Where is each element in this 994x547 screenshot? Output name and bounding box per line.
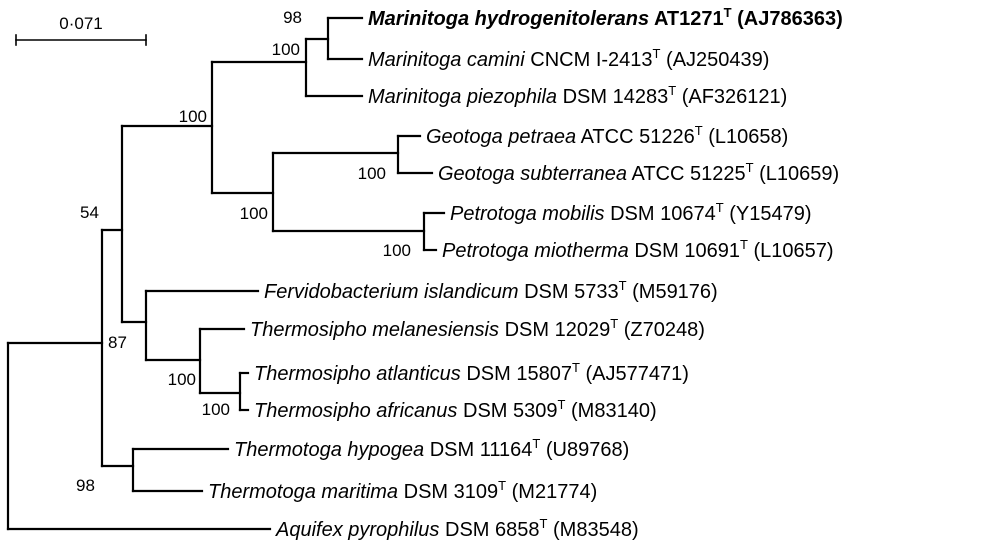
taxon-label-petrotoga-mobilis: Petrotoga mobilis DSM 10674T (Y15479): [450, 200, 812, 225]
bootstrap-label: 100: [272, 40, 300, 59]
taxon-label-thermotoga-maritima: Thermotoga maritima DSM 3109T (M21774): [208, 478, 597, 503]
taxon-label-thermosipho-melanesiensis: Thermosipho melanesiensis DSM 12029T (Z7…: [250, 316, 705, 341]
taxon-labels: Marinitoga hydrogenitolerans AT1271T (AJ…: [208, 5, 843, 541]
bootstrap-label: 87: [108, 333, 127, 352]
scale-bar-label: 0·071: [59, 14, 102, 33]
taxon-label-geotoga-petraea: Geotoga petraea ATCC 51226T (L10658): [426, 123, 788, 148]
taxon-label-thermosipho-africanus: Thermosipho africanus DSM 5309T (M83140): [254, 397, 657, 422]
taxon-label-thermotoga-hypogea: Thermotoga hypogea DSM 11164T (U89768): [234, 436, 629, 461]
taxon-label-thermosipho-atlanticus: Thermosipho atlanticus DSM 15807T (AJ577…: [254, 360, 689, 385]
bootstrap-label: 100: [179, 107, 207, 126]
taxon-label-marinitoga-hydrogenitolerans: Marinitoga hydrogenitolerans AT1271T (AJ…: [368, 5, 843, 30]
tree-branches: [6, 16, 446, 531]
bootstrap-label: 100: [168, 370, 196, 389]
bootstrap-label: 98: [76, 476, 95, 495]
taxon-label-geotoga-subterranea: Geotoga subterranea ATCC 51225T (L10659): [438, 160, 839, 185]
bootstrap-label: 100: [240, 204, 268, 223]
bootstrap-label: 100: [202, 400, 230, 419]
taxon-label-marinitoga-piezophila: Marinitoga piezophila DSM 14283T (AF3261…: [368, 83, 787, 108]
bootstrap-values: 98 100 100 100 100 100 54 87 100 100 98: [76, 8, 411, 495]
taxon-label-fervidobacterium-islandicum: Fervidobacterium islandicum DSM 5733T (M…: [264, 278, 718, 303]
bootstrap-label: 100: [383, 241, 411, 260]
taxon-label-marinitoga-camini: Marinitoga camini CNCM I-2413T (AJ250439…: [368, 46, 769, 71]
bootstrap-label: 54: [80, 203, 99, 222]
scale-bar: 0·071: [15, 14, 147, 46]
bootstrap-label: 98: [283, 8, 302, 27]
taxon-label-aquifex-pyrophilus: Aquifex pyrophilus DSM 6858T (M83548): [275, 516, 639, 541]
taxon-label-petrotoga-miotherma: Petrotoga miotherma DSM 10691T (L10657): [442, 237, 834, 262]
bootstrap-label: 100: [358, 164, 386, 183]
